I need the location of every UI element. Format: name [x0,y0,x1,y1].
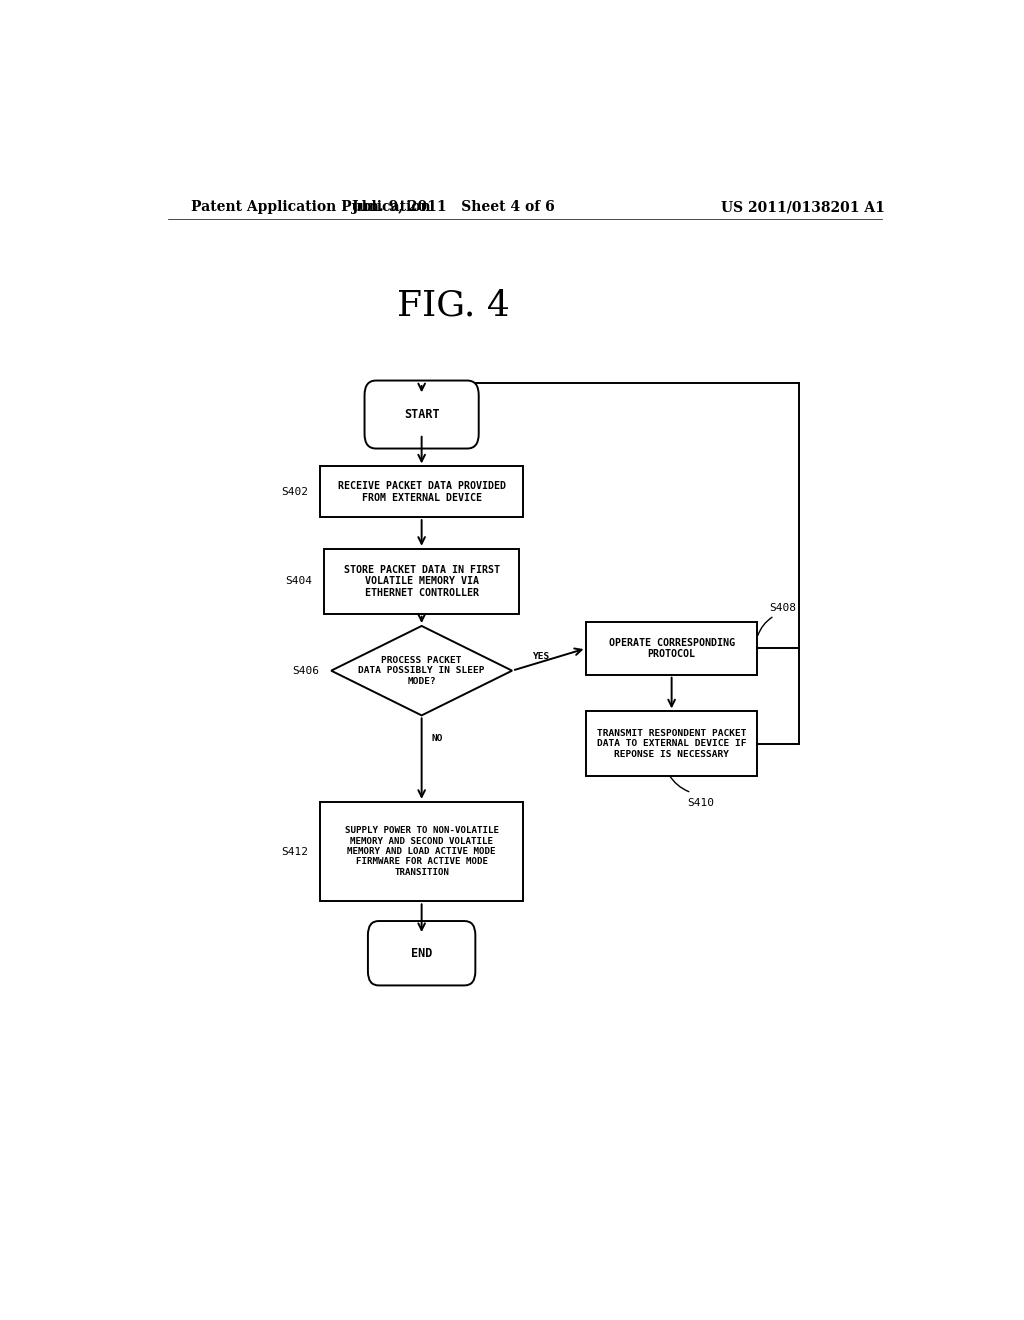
Text: YES: YES [531,652,549,660]
FancyArrowPatch shape [758,618,772,635]
Text: RECEIVE PACKET DATA PROVIDED
FROM EXTERNAL DEVICE: RECEIVE PACKET DATA PROVIDED FROM EXTERN… [338,480,506,503]
Text: Patent Application Publication: Patent Application Publication [191,201,431,214]
Text: S402: S402 [282,487,308,496]
FancyBboxPatch shape [365,380,479,449]
Text: S410: S410 [687,797,715,808]
Text: PROCESS PACKET
DATA POSSIBLY IN SLEEP
MODE?: PROCESS PACKET DATA POSSIBLY IN SLEEP MO… [358,656,485,685]
FancyArrowPatch shape [669,775,689,792]
Text: S406: S406 [292,665,319,676]
Text: NO: NO [431,734,442,743]
Text: STORE PACKET DATA IN FIRST
VOLATILE MEMORY VIA
ETHERNET CONTROLLER: STORE PACKET DATA IN FIRST VOLATILE MEMO… [344,565,500,598]
FancyArrowPatch shape [334,672,352,673]
Text: Jun. 9, 2011   Sheet 4 of 6: Jun. 9, 2011 Sheet 4 of 6 [352,201,555,214]
FancyBboxPatch shape [368,921,475,986]
Text: END: END [411,946,432,960]
Bar [587,622,757,675]
Text: START: START [403,408,439,421]
Polygon shape [331,626,512,715]
Text: S404: S404 [286,577,312,586]
Text: US 2011/0138201 A1: US 2011/0138201 A1 [721,201,885,214]
Text: FIG. 4: FIG. 4 [397,289,510,323]
Text: S408: S408 [769,603,796,612]
Text: SUPPLY POWER TO NON-VOLATILE
MEMORY AND SECOND VOLATILE
MEMORY AND LOAD ACTIVE M: SUPPLY POWER TO NON-VOLATILE MEMORY AND … [345,826,499,876]
Bar [321,466,523,517]
FancyArrowPatch shape [323,492,342,495]
Text: TRANSMIT RESPONDENT PACKET
DATA TO EXTERNAL DEVICE IF
REPONSE IS NECESSARY: TRANSMIT RESPONDENT PACKET DATA TO EXTER… [597,729,746,759]
Text: S412: S412 [282,846,308,857]
Bar [321,801,523,902]
Text: OPERATE CORRESPONDING
PROTOCOL: OPERATE CORRESPONDING PROTOCOL [608,638,734,659]
FancyArrowPatch shape [323,853,342,854]
FancyArrowPatch shape [327,582,346,585]
Bar [325,549,519,614]
Bar [587,711,757,776]
